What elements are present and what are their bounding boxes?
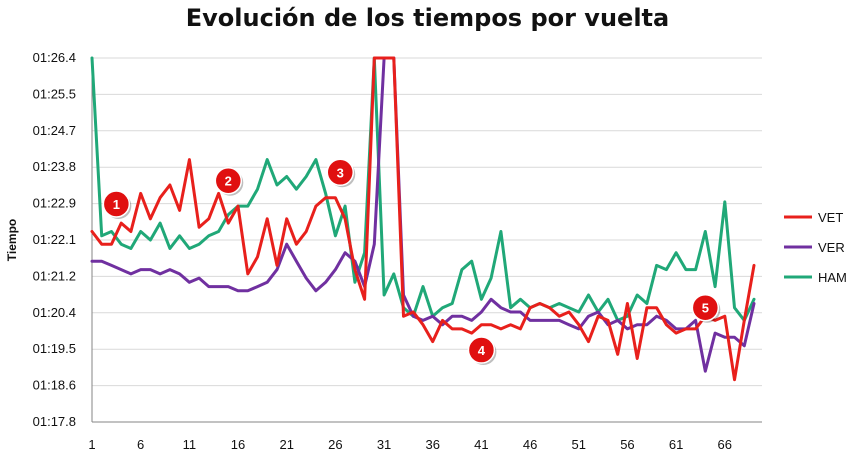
x-tick-label: 36 [426, 437, 440, 452]
legend-item-ham: HAM [784, 270, 847, 285]
axes [91, 58, 762, 423]
y-tick-label: 01:24.7 [33, 123, 76, 138]
marker-circle [691, 293, 720, 322]
y-tick-label: 01:22.9 [33, 196, 76, 211]
x-tick-label: 1 [88, 437, 95, 452]
y-tick-label: 01:20.4 [33, 305, 76, 320]
x-tick-label: 51 [572, 437, 586, 452]
y-axis-label: Tiempo [5, 219, 19, 261]
y-tick-label: 01:22.1 [33, 232, 76, 247]
x-tick-label: 21 [279, 437, 293, 452]
legend-label: VER [818, 240, 845, 255]
marker-circle [326, 158, 354, 187]
annotation-marker: 2 [214, 166, 244, 196]
series-lines [90, 56, 756, 382]
marker-circle [467, 336, 496, 364]
legend-item-vet: VET [784, 210, 843, 225]
y-tick-label: 01:25.5 [33, 86, 76, 101]
x-tick-label: 11 [183, 437, 197, 452]
x-tick-label: 56 [620, 437, 634, 452]
y-tick-label: 01:26.4 [33, 50, 76, 65]
series-line-ham [90, 56, 756, 322]
y-tick-label: 01:23.8 [33, 159, 76, 174]
marker-label: 4 [478, 343, 486, 358]
marker-circle [102, 190, 131, 218]
marker-label: 5 [702, 301, 709, 316]
x-tick-label: 66 [718, 437, 732, 452]
annotation-marker: 1 [102, 190, 132, 220]
legend: VET VER HAM [784, 210, 847, 285]
legend-item-ver: VER [784, 240, 845, 255]
series-line-vet [90, 56, 756, 382]
x-tick-label: 31 [377, 437, 391, 452]
x-tick-label: 26 [328, 437, 342, 452]
legend-label: HAM [818, 270, 847, 285]
gridlines [92, 57, 762, 423]
y-tick-label: 01:19.5 [33, 341, 76, 356]
x-tick-labels: 1 6 11 16 21 26 31 36 41 46 51 56 61 66 [88, 437, 732, 452]
x-tick-label: 6 [137, 437, 144, 452]
marker-label: 1 [113, 197, 120, 212]
chart-title: Evolución de los tiempos por vuelta [185, 4, 670, 32]
marker-circle [214, 166, 243, 195]
y-tick-label: 01:21.2 [33, 268, 76, 283]
x-tick-label: 16 [231, 437, 245, 452]
y-tick-labels: 01:17.8 01:18.6 01:19.5 01:20.4 01:21.2 01:22… [33, 50, 76, 429]
x-tick-label: 41 [474, 437, 488, 452]
annotation-marker: 4 [467, 336, 497, 366]
legend-label: VET [818, 210, 843, 225]
y-tick-label: 01:18.6 [33, 378, 76, 393]
annotation-marker: 3 [326, 158, 356, 188]
y-tick-label: 01:17.8 [33, 414, 76, 429]
annotation-marker: 5 [691, 293, 721, 323]
x-tick-label: 61 [669, 437, 683, 452]
x-tick-label: 46 [523, 437, 537, 452]
annotation-markers: 1 2 3 4 5 [102, 158, 721, 366]
marker-label: 2 [225, 174, 232, 189]
marker-label: 3 [337, 165, 344, 180]
